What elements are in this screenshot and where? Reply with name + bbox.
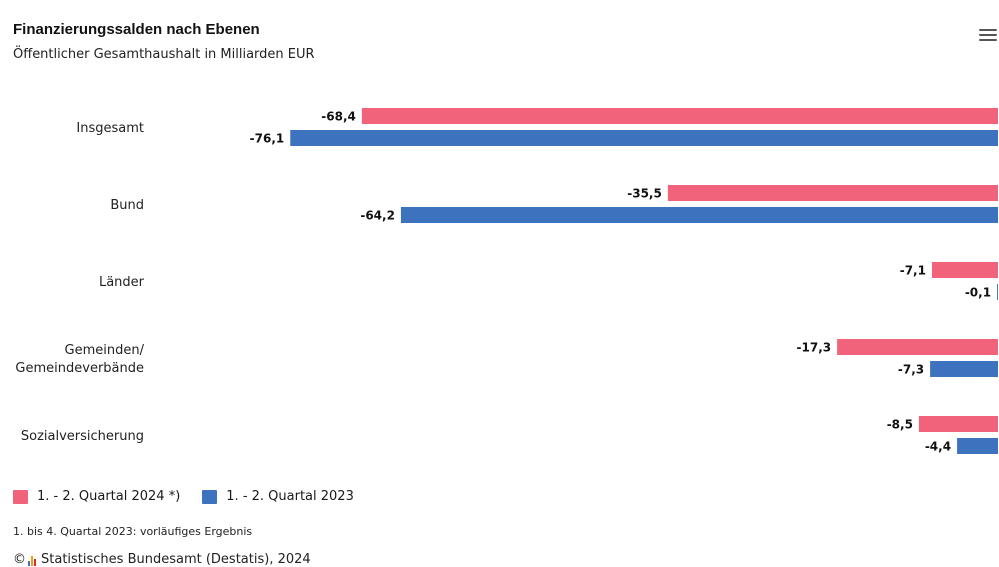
bar-2024 — [667, 185, 998, 201]
category-label: Sozialversicherung — [21, 429, 144, 444]
data-label: -35,5 — [627, 187, 662, 201]
data-label: -7,3 — [898, 363, 924, 377]
bar-2023 — [290, 130, 998, 146]
footnote: 1. bis 4. Quartal 2023: vorläufiges Erge… — [13, 525, 253, 538]
copyright-symbol: © — [13, 552, 26, 567]
data-label: -0,1 — [965, 286, 991, 300]
bar-2023 — [930, 361, 998, 377]
bar-2023 — [400, 207, 998, 223]
data-label: -76,1 — [250, 132, 285, 146]
bar-2023 — [997, 284, 998, 300]
bar-2024 — [918, 416, 998, 432]
category-label: Gemeinden/Gemeindeverbände — [15, 343, 144, 376]
legend-swatch-2024 — [13, 489, 28, 504]
hamburger-menu-icon[interactable] — [979, 29, 997, 43]
data-label: -7,1 — [900, 264, 926, 278]
data-label: -8,5 — [887, 418, 913, 432]
data-label: -17,3 — [797, 341, 832, 355]
bar-2023 — [957, 438, 998, 454]
bar-2024 — [837, 339, 998, 355]
source-text: Statistisches Bundesamt (Destatis), 2024 — [41, 552, 311, 567]
data-label: -64,2 — [360, 209, 395, 223]
data-label: -68,4 — [321, 110, 356, 124]
chart-subtitle: Öffentlicher Gesamthaushalt in Milliarde… — [13, 47, 315, 62]
legend-label-2024: 1. - 2. Quartal 2024 *) — [37, 489, 181, 504]
legend-item-2023[interactable]: 1. - 2. Quartal 2023 — [202, 489, 354, 504]
legend-label-2023: 1. - 2. Quartal 2023 — [226, 489, 354, 504]
bar-2024 — [931, 262, 998, 278]
legend-item-2024[interactable]: 1. - 2. Quartal 2024 *) — [13, 489, 180, 504]
legend-swatch-2023 — [202, 489, 218, 504]
category-label: Länder — [99, 275, 145, 290]
bar-chart: Insgesamt -68,4 -76,1 Bund -35,5 -64,2 Länder -… — [15, 108, 998, 454]
source-credit: © Statistisches Bundesamt (Destatis), 20… — [13, 552, 311, 567]
bar-2024 — [361, 108, 998, 124]
destatis-logo-icon — [28, 554, 37, 566]
category-label: Bund — [110, 198, 144, 213]
legend: 1. - 2. Quartal 2024 *) 1. - 2. Quartal … — [13, 489, 376, 504]
category-label: Insgesamt — [76, 121, 144, 136]
data-label: -4,4 — [925, 440, 951, 454]
chart-title: Finanzierungssalden nach Ebenen — [13, 21, 260, 38]
